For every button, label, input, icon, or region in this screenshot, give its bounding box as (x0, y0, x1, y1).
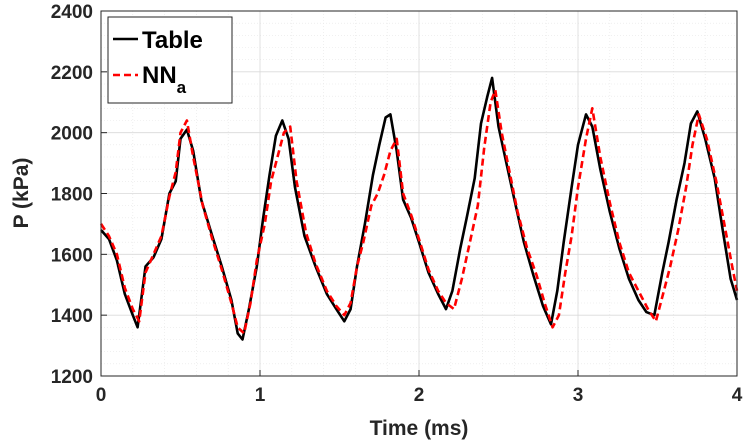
y-axis-title: P (kPa) (10, 158, 33, 229)
legend-label-table: Table (142, 27, 203, 54)
y-tick-label: 2000 (51, 124, 93, 145)
x-tick-label: 1 (255, 385, 266, 406)
y-tick-label: 2200 (51, 63, 93, 84)
legend-box (107, 16, 233, 104)
legend-label-nna-subscript: a (177, 78, 187, 97)
tick-labels: 0 1 2 3 4 1200 1400 1600 1800 2000 2200 2400 (51, 2, 743, 406)
y-tick-label: 1400 (51, 306, 93, 327)
legend: Table NNa (107, 16, 233, 104)
x-tick-label: 4 (732, 385, 743, 406)
x-tick-label: 2 (414, 385, 425, 406)
series-line-nna (99, 88, 739, 335)
legend-label-nna: NNa (142, 62, 187, 97)
y-tick-label: 1800 (51, 185, 93, 206)
y-tick-label: 1600 (51, 245, 93, 266)
x-axis-title: Time (ms) (370, 417, 469, 440)
series-layer (99, 76, 739, 341)
ticks-layer (100, 10, 738, 377)
x-tick-label: 3 (573, 385, 584, 406)
legend-label-nna-main: NN (142, 62, 177, 89)
y-tick-label: 2400 (51, 2, 93, 23)
x-tick-label: 0 (96, 385, 107, 406)
y-tick-label: 1200 (51, 367, 93, 388)
